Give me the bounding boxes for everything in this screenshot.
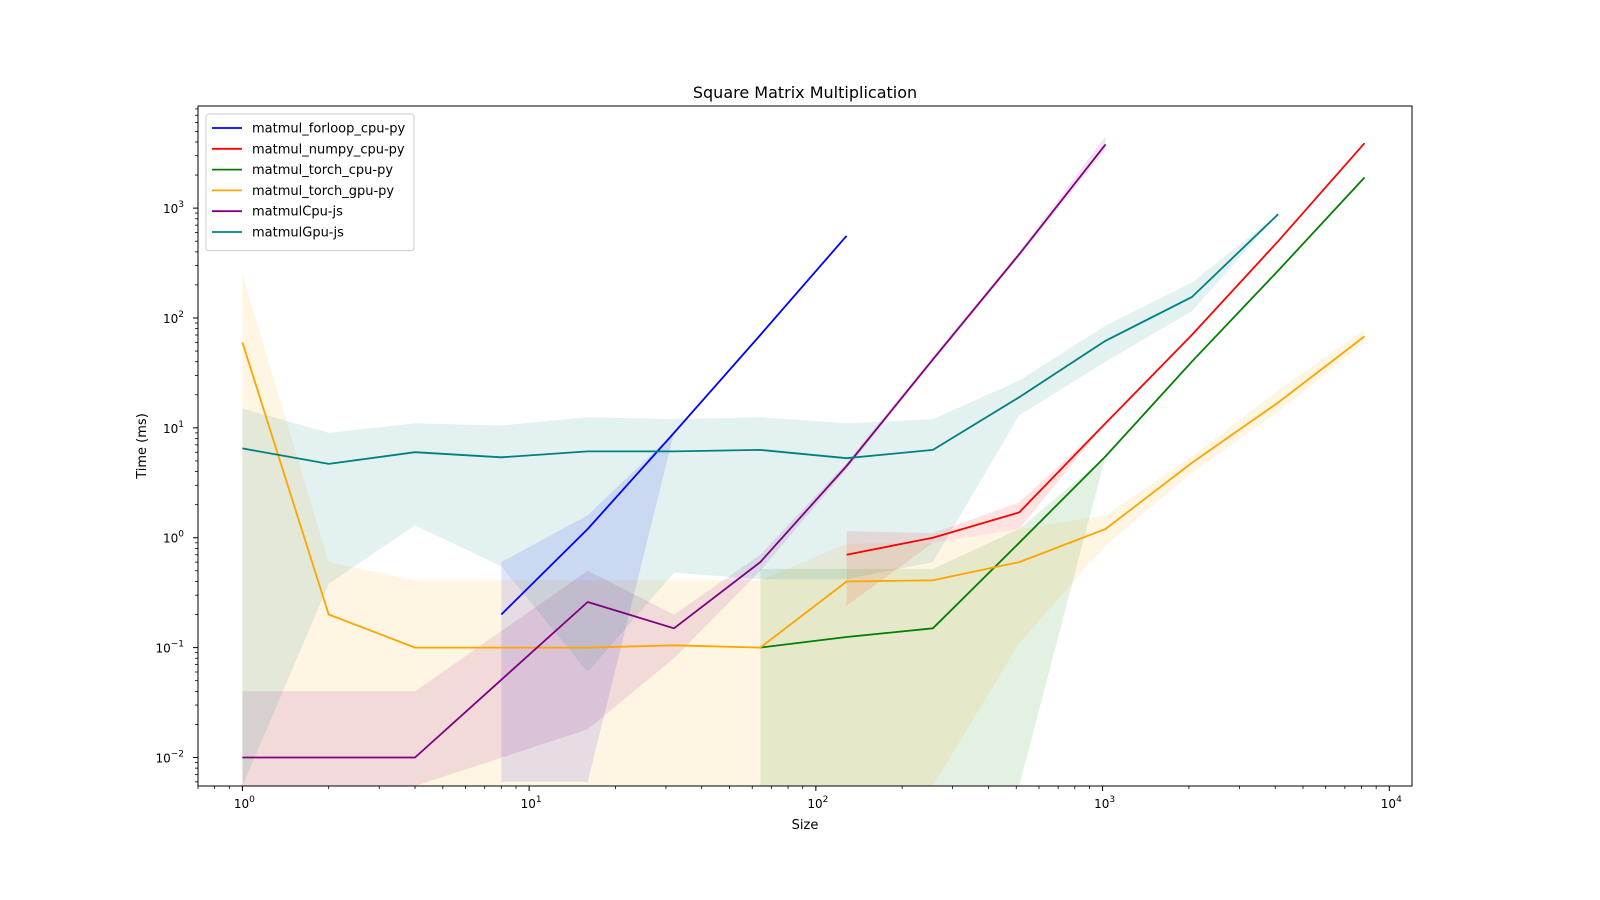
confidence-bands xyxy=(242,136,1365,787)
band-matmul-torch-gpu-py xyxy=(242,274,1365,786)
x-axis-label: Size xyxy=(792,818,819,833)
band-matmul-forloop-cpu-py xyxy=(501,235,847,782)
series-lines xyxy=(241,142,1366,759)
legend: matmul_forloop_cpu-py matmul_numpy_cpu-py… xyxy=(205,113,415,252)
line-matmulcpu-js xyxy=(242,143,1107,759)
line-matmulgpu-js xyxy=(242,213,1279,465)
line-matmul-torch-cpu-py xyxy=(760,176,1366,649)
legend-label-matmul-numpy-cpu-py: matmul_numpy_cpu-py xyxy=(252,142,405,157)
plot-frame xyxy=(197,105,1413,787)
legend-label-matmul-torch-gpu-py: matmul_torch_gpu-py xyxy=(252,184,394,199)
legend-label-matmulcpu-js: matmulCpu-js xyxy=(252,205,343,220)
legend-box xyxy=(205,113,415,252)
band-matmulgpu-js xyxy=(242,214,1279,786)
y-axis-label: Time (ms) xyxy=(135,413,150,480)
legend-label-matmul-torch-cpu-py: matmul_torch_cpu-py xyxy=(252,163,393,178)
line-matmul-forloop-cpu-py xyxy=(500,235,848,616)
band-matmul-torch-cpu-py xyxy=(760,177,1365,786)
chart-title: Square Matrix Multiplication xyxy=(693,83,917,102)
legend-label-matmul-forloop-cpu-py: matmul_forloop_cpu-py xyxy=(252,122,405,137)
band-matmul-numpy-cpu-py xyxy=(846,143,1365,606)
line-matmul-torch-gpu-py xyxy=(241,335,1366,649)
line-matmul-numpy-cpu-py xyxy=(846,142,1366,556)
band-matmulcpu-js xyxy=(242,136,1106,787)
legend-label-matmulgpu-js: matmulGpu-js xyxy=(252,226,344,241)
